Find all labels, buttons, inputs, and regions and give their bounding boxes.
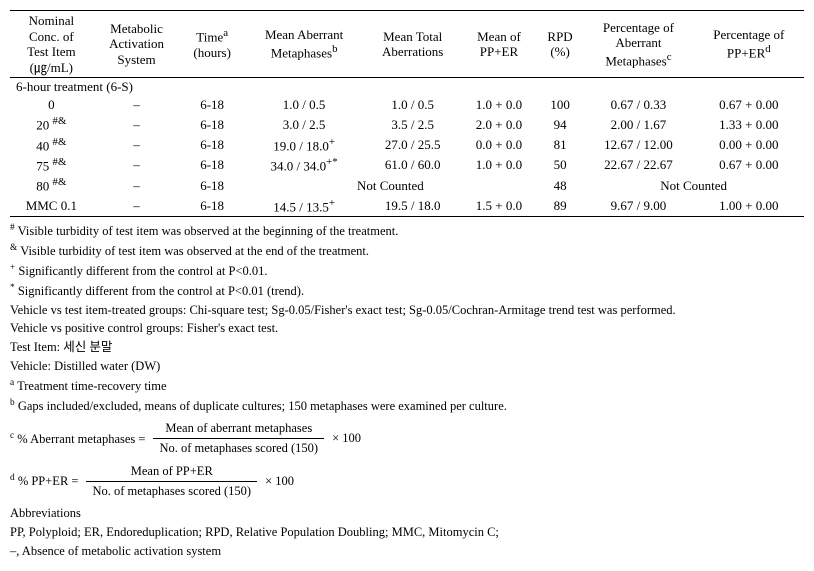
- col-ppper: Percentage ofPP+ERd: [694, 11, 804, 78]
- formula-c-num: Mean of aberrant metaphases: [159, 419, 318, 438]
- col-rpd: RPD(%): [537, 11, 583, 78]
- formula-d: d % PP+ER = Mean of PP+ER No. of metapha…: [10, 462, 804, 501]
- footnote-plus: + Significantly different from the contr…: [10, 261, 804, 281]
- col-mas: MetabolicActivationSystem: [93, 11, 181, 78]
- col-pam: Percentage ofAberrantMetaphasesc: [583, 11, 693, 78]
- footnote-vehicle: Vehicle: Distilled water (DW): [10, 357, 804, 376]
- section-row: 6-hour treatment (6-S): [10, 78, 804, 97]
- table-row: 40 #&–6-1819.0 / 18.0+27.0 / 25.50.0 + 0…: [10, 135, 804, 155]
- table-row: MMC 0.1–6-1814.5 / 13.5+19.5 / 18.01.5 +…: [10, 196, 804, 217]
- col-time: Timea(hours): [180, 11, 244, 78]
- formula-c-den: No. of metaphases scored (150): [153, 438, 324, 458]
- footnote-vs-pos: Vehicle vs positive control groups: Fish…: [10, 319, 804, 338]
- col-pper: Mean ofPP+ER: [461, 11, 537, 78]
- footnote-vs-item: Vehicle vs test item-treated groups: Chi…: [10, 301, 804, 320]
- col-mta: Mean TotalAberrations: [364, 11, 461, 78]
- footnote-a: a Treatment time-recovery time: [10, 376, 804, 396]
- footnotes: # Visible turbidity of test item was obs…: [10, 221, 804, 561]
- footnote-b: b Gaps included/excluded, means of dupli…: [10, 396, 804, 416]
- formula-d-num: Mean of PP+ER: [125, 462, 219, 481]
- table-row: 75 #&–6-1834.0 / 34.0+*61.0 / 60.01.0 + …: [10, 155, 804, 175]
- footnote-star: * Significantly different from the contr…: [10, 281, 804, 301]
- col-mam: Mean AberrantMetaphasesb: [244, 11, 364, 78]
- formula-d-den: No. of metaphases scored (150): [86, 481, 257, 501]
- footnote-hash: # Visible turbidity of test item was obs…: [10, 221, 804, 241]
- footnote-amp: & Visible turbidity of test item was obs…: [10, 241, 804, 261]
- table-row: 20 #&–6-183.0 / 2.53.5 / 2.52.0 + 0.0942…: [10, 114, 804, 134]
- formula-d-mult: × 100: [265, 472, 294, 491]
- table-row: 80 #&–6-18Not Counted48Not Counted: [10, 175, 804, 195]
- col-conc: NominalConc. ofTest Item(㎍/mL): [10, 11, 93, 78]
- abbrev-head: Abbreviations: [10, 504, 804, 523]
- formula-c: c % Aberrant metaphases = Mean of aberra…: [10, 419, 804, 458]
- formula-c-mult: × 100: [332, 429, 361, 448]
- abbrev-dash: –, Absence of metabolic activation syste…: [10, 542, 804, 561]
- data-table: NominalConc. ofTest Item(㎍/mL) Metabolic…: [10, 10, 804, 217]
- table-row: 0–6-181.0 / 0.51.0 / 0.51.0 + 0.01000.67…: [10, 96, 804, 114]
- footnote-testitem: Test Item: 세신 분말: [10, 338, 804, 357]
- header-row: NominalConc. ofTest Item(㎍/mL) Metabolic…: [10, 11, 804, 78]
- abbrev-body: PP, Polyploid; ER, Endoreduplication; RP…: [10, 523, 804, 542]
